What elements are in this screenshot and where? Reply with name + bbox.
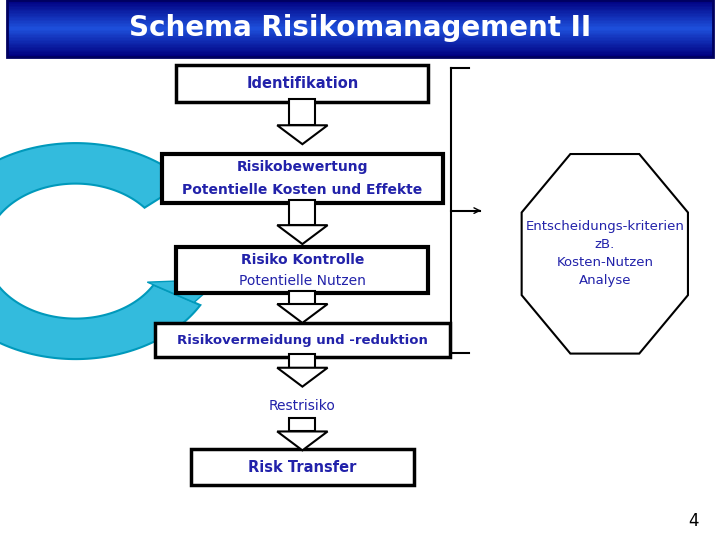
- FancyBboxPatch shape: [7, 45, 713, 47]
- Text: Identifikation: Identifikation: [246, 76, 359, 91]
- FancyBboxPatch shape: [155, 323, 450, 357]
- FancyBboxPatch shape: [7, 8, 713, 10]
- Text: 4: 4: [688, 512, 698, 530]
- FancyBboxPatch shape: [7, 49, 713, 51]
- FancyBboxPatch shape: [7, 9, 713, 11]
- FancyBboxPatch shape: [7, 28, 713, 30]
- FancyBboxPatch shape: [7, 1, 713, 3]
- Text: Restrisiko: Restrisiko: [269, 399, 336, 413]
- FancyBboxPatch shape: [7, 6, 713, 9]
- FancyBboxPatch shape: [7, 48, 713, 50]
- Text: Risiko Kontrolle: Risiko Kontrolle: [240, 253, 364, 267]
- Polygon shape: [277, 125, 328, 144]
- FancyBboxPatch shape: [7, 22, 713, 24]
- FancyBboxPatch shape: [7, 12, 713, 14]
- FancyBboxPatch shape: [7, 25, 713, 27]
- Polygon shape: [0, 143, 200, 359]
- FancyBboxPatch shape: [7, 46, 713, 48]
- FancyBboxPatch shape: [7, 5, 713, 7]
- FancyBboxPatch shape: [7, 39, 713, 41]
- FancyBboxPatch shape: [289, 354, 315, 368]
- Polygon shape: [277, 368, 328, 387]
- FancyBboxPatch shape: [7, 11, 713, 13]
- FancyBboxPatch shape: [7, 2, 713, 4]
- FancyBboxPatch shape: [7, 42, 713, 44]
- FancyBboxPatch shape: [7, 4, 713, 5]
- FancyBboxPatch shape: [191, 449, 414, 485]
- FancyBboxPatch shape: [7, 19, 713, 21]
- FancyBboxPatch shape: [7, 14, 713, 16]
- Text: Risikovermeidung und -reduktion: Risikovermeidung und -reduktion: [177, 334, 428, 347]
- Polygon shape: [277, 225, 328, 244]
- FancyBboxPatch shape: [176, 65, 428, 102]
- FancyBboxPatch shape: [289, 99, 315, 125]
- Text: Entscheidungs-kriterien
zB.
Kosten-Nutzen
Analyse: Entscheidungs-kriterien zB. Kosten-Nutze…: [526, 220, 684, 287]
- FancyBboxPatch shape: [162, 154, 443, 202]
- FancyBboxPatch shape: [7, 16, 713, 18]
- Polygon shape: [277, 431, 328, 450]
- FancyBboxPatch shape: [7, 38, 713, 40]
- FancyBboxPatch shape: [7, 21, 713, 23]
- FancyBboxPatch shape: [7, 33, 713, 36]
- FancyBboxPatch shape: [7, 55, 713, 57]
- FancyBboxPatch shape: [7, 40, 713, 43]
- FancyBboxPatch shape: [7, 43, 713, 45]
- Text: Schema Risikomanagement II: Schema Risikomanagement II: [129, 14, 591, 42]
- FancyBboxPatch shape: [7, 26, 713, 28]
- FancyBboxPatch shape: [7, 53, 713, 55]
- FancyBboxPatch shape: [7, 18, 713, 20]
- Text: Risk Transfer: Risk Transfer: [248, 460, 356, 475]
- FancyBboxPatch shape: [7, 51, 713, 52]
- FancyBboxPatch shape: [176, 247, 428, 293]
- FancyBboxPatch shape: [7, 29, 713, 31]
- FancyBboxPatch shape: [7, 32, 713, 34]
- FancyBboxPatch shape: [7, 36, 713, 38]
- FancyBboxPatch shape: [289, 291, 315, 304]
- FancyBboxPatch shape: [7, 0, 713, 2]
- FancyBboxPatch shape: [289, 418, 315, 431]
- Polygon shape: [148, 279, 220, 302]
- FancyBboxPatch shape: [7, 24, 713, 25]
- FancyBboxPatch shape: [289, 200, 315, 225]
- FancyBboxPatch shape: [7, 15, 713, 17]
- FancyBboxPatch shape: [7, 52, 713, 54]
- Text: Risikobewertung: Risikobewertung: [237, 160, 368, 174]
- Text: Potentielle Nutzen: Potentielle Nutzen: [239, 274, 366, 288]
- Polygon shape: [522, 154, 688, 354]
- Polygon shape: [277, 304, 328, 323]
- Text: Potentielle Kosten und Effekte: Potentielle Kosten und Effekte: [182, 183, 423, 197]
- FancyBboxPatch shape: [7, 35, 713, 37]
- FancyBboxPatch shape: [7, 31, 713, 32]
